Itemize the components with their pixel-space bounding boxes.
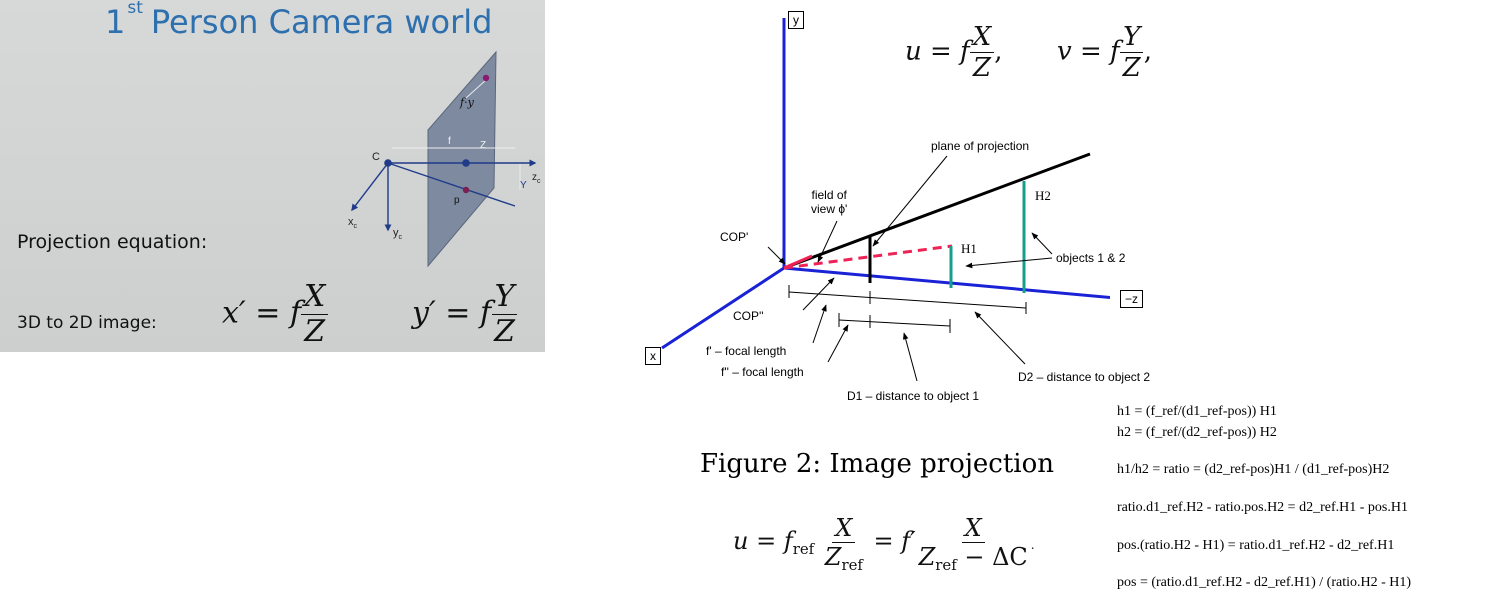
f1-focal-length-label: f' – focal length: [706, 344, 787, 358]
xc-axis: [351, 162, 389, 212]
v-eq-den: Z: [1122, 53, 1141, 83]
bottom-eq-mid: = f′: [873, 527, 916, 555]
x-axis-label: x: [645, 347, 661, 365]
pointer-arrows: [767, 155, 1053, 382]
label-y: Y: [520, 180, 527, 191]
bottom-eq-num1: X: [832, 516, 856, 543]
field-of-view-label: field of view ϕ': [811, 188, 847, 216]
label-xc: xc: [348, 216, 358, 230]
z-axis-line: [783, 266, 1110, 299]
view-line-start: [783, 254, 813, 270]
image-point: [482, 74, 490, 82]
d1-distance-label: D1 – distance to object 1: [847, 389, 980, 403]
y-eq-den: Z: [494, 314, 515, 349]
y-axis-label: y: [788, 11, 804, 29]
derivation-line-4: ratio.d1_ref.H2 - ratio.pos.H2 = d2_ref.…: [1117, 500, 1408, 515]
u-eq-comma: ,: [994, 36, 1003, 67]
v-eq-num: Y: [1120, 24, 1144, 53]
objects-label: objects 1 & 2: [1056, 251, 1126, 265]
y-eq-lhs: y′ = f: [412, 295, 492, 331]
label-f: f: [448, 136, 451, 147]
camera-illustration: C f Z Y zc xc yc p f·y: [348, 50, 541, 268]
x-eq-den: Z: [304, 314, 326, 349]
bottom-eq-den1: Zref: [824, 543, 863, 575]
upper-view-line: [783, 152, 1091, 270]
cop2-label: COP'': [733, 309, 764, 323]
bottom-equation: u = fref X Zref = f′ X Zref − ΔC.: [733, 516, 1035, 575]
label-p: p: [454, 195, 460, 206]
x-axis-line: [661, 266, 785, 350]
x-eq-lhs: x′ = f: [222, 295, 302, 331]
derivation-line-1: h1 = (f_ref/(d1_ref-pos)) H1: [1117, 404, 1277, 419]
slide-title-text: Person Camera world: [150, 3, 493, 41]
figure-caption: Figure 2: Image projection: [700, 449, 1055, 479]
projection-diagram: [661, 18, 1110, 382]
camera-center-point: [384, 159, 392, 167]
u-eq-lhs: u = f: [905, 36, 970, 67]
bottom-eq-dot: .: [1030, 538, 1035, 552]
projected-point: [462, 186, 470, 194]
image-point-guide: [465, 79, 487, 99]
v-eq-comma: ,: [1143, 36, 1152, 67]
slide-title-ordinal: 1: [105, 3, 126, 41]
image-label: 3D to 2D image:: [17, 313, 157, 333]
bottom-eq-lhs-sub: ref: [792, 540, 815, 559]
projection-ray: [387, 162, 516, 207]
label-c: C: [372, 151, 380, 163]
principal-point: [462, 159, 470, 167]
bottom-eq-num2: X: [961, 516, 985, 543]
label-zc: zc: [532, 172, 541, 185]
label-fy: f·y: [459, 96, 475, 109]
label-z: Z: [480, 140, 486, 151]
derivation-line-6: pos = (ratio.d1_ref.H2 - d2_ref.H1) / (r…: [1117, 575, 1412, 590]
bottom-eq-lhs: u = f: [733, 527, 793, 555]
bottom-eq-fraction-1: X Zref: [822, 516, 866, 575]
bottom-eq-den2: Zref − ΔC: [918, 543, 1028, 575]
cop1-label: COP': [720, 230, 749, 244]
image-plane: [427, 50, 497, 268]
field-of-view-line1: field of: [811, 188, 847, 202]
v-eq-lhs: v = f: [1057, 36, 1120, 67]
label-yc: yc: [393, 227, 403, 241]
x-eq-num: X: [301, 282, 329, 315]
derivation-line-2: h2 = (f_ref/(d2_ref-pos)) H2: [1117, 425, 1277, 440]
slide-title-superscript: st: [127, 0, 143, 19]
bottom-eq-fraction-2: X Zref − ΔC: [916, 516, 1031, 575]
distance-bars: [788, 285, 1027, 333]
y-eq-num: Y: [491, 282, 518, 315]
derivation-line-3: h1/h2 = ratio = (d2_ref-pos)H1 / (d1_ref…: [1117, 462, 1390, 477]
dashed-view-line: [783, 244, 953, 270]
z-axis-label: −z: [1120, 290, 1144, 308]
plane-of-projection-label: plane of projection: [931, 139, 1030, 153]
h2-label: H2: [1035, 188, 1051, 203]
d2-distance-label: D2 – distance to object 2: [1018, 370, 1151, 384]
derivation-line-5: pos.(ratio.H2 - H1) = ratio.d1_ref.H2 - …: [1117, 538, 1395, 553]
u-eq-den: Z: [972, 53, 991, 83]
h1-label: H1: [961, 241, 977, 256]
u-eq-num: X: [969, 24, 995, 53]
projection-equation-label: Projection equation:: [17, 231, 208, 253]
field-of-view-line2: view ϕ': [811, 202, 848, 216]
f2-focal-length-label: f'' – focal length: [721, 365, 804, 379]
